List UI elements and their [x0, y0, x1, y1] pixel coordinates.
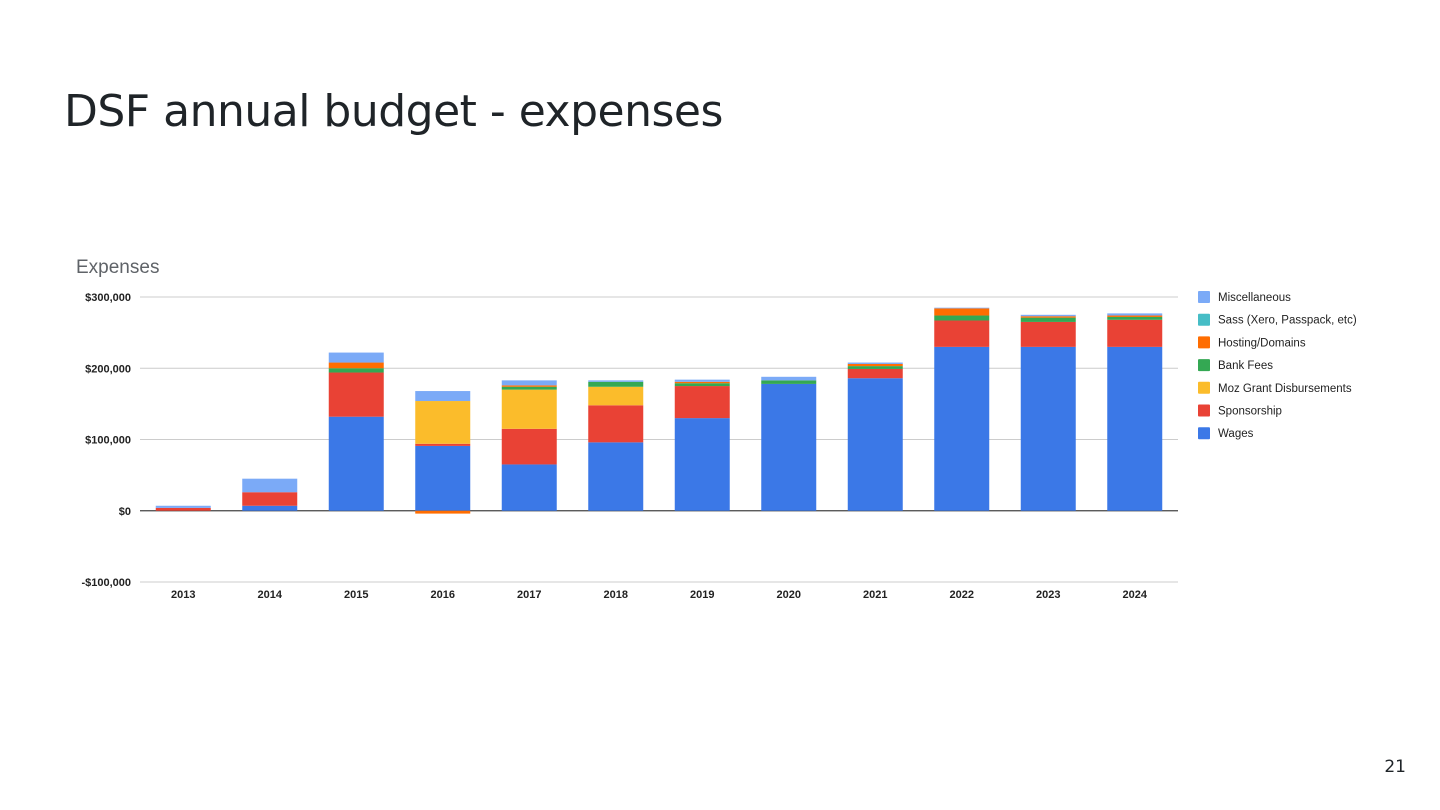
bar-segment — [1107, 316, 1163, 320]
slide-title: DSF annual budget - expenses — [64, 86, 723, 137]
legend-swatch — [1198, 404, 1210, 417]
bar-segment — [501, 386, 557, 390]
bar-segment — [328, 352, 384, 363]
bar-segment — [588, 405, 644, 443]
bar-segment — [501, 464, 557, 511]
bar-segment — [761, 380, 817, 384]
bar-segment — [588, 442, 644, 511]
bar-segment — [328, 372, 384, 417]
x-tick-label: 2024 — [1123, 589, 1148, 601]
x-tick-label: 2018 — [604, 589, 628, 601]
bar-segment — [934, 307, 990, 309]
bar-segment — [1020, 346, 1076, 511]
bar-segment — [155, 507, 211, 511]
bar-segment — [934, 308, 990, 316]
bar-segment — [761, 383, 817, 511]
bar-segment — [847, 366, 903, 369]
legend-label: Miscellaneous — [1218, 292, 1291, 304]
bar-segment — [674, 418, 730, 511]
legend-swatch — [1198, 381, 1210, 394]
bar-segment — [1107, 346, 1163, 511]
bar-segment — [501, 385, 557, 387]
legend-swatch — [1198, 313, 1210, 326]
x-tick-label: 2023 — [1036, 589, 1060, 601]
legend-label: Wages — [1218, 428, 1254, 440]
chart-title: Expenses — [76, 257, 160, 278]
bar-segment — [674, 379, 730, 382]
legend: Miscellaneous Sass (Xero, Passpack, etc) H… — [1198, 291, 1357, 440]
bar-segment — [328, 362, 384, 369]
legend-swatch — [1198, 336, 1210, 349]
bar-segment — [501, 389, 557, 429]
x-tick-label: 2013 — [171, 589, 195, 601]
bar-segment — [674, 381, 730, 384]
slide-number: 21 — [1384, 757, 1406, 777]
bar-segment — [501, 428, 557, 465]
bar-segment — [847, 362, 903, 364]
bar-segment — [415, 443, 471, 446]
bar-segment — [588, 380, 644, 382]
x-tick-label: 2016 — [431, 589, 455, 601]
x-tick-label: 2022 — [950, 589, 974, 601]
legend-label: Hosting/Domains — [1218, 337, 1306, 349]
bar-segment — [328, 368, 384, 373]
bar-segment — [674, 383, 730, 387]
bars — [155, 307, 1163, 514]
bar-segment — [328, 416, 384, 511]
bar-segment — [847, 378, 903, 511]
y-tick-label: $200,000 — [85, 363, 131, 375]
bar-segment — [242, 492, 298, 506]
bar-segment — [501, 380, 557, 386]
y-tick-label: $300,000 — [85, 292, 131, 304]
bar-segment — [1020, 316, 1076, 318]
x-tick-label: 2021 — [863, 589, 887, 601]
legend-swatch — [1198, 359, 1210, 372]
bar-segment — [1020, 317, 1076, 322]
legend-label: Bank Fees — [1218, 360, 1273, 372]
bar-segment — [155, 505, 211, 508]
gridlines — [140, 296, 1178, 583]
bar-segment — [1020, 314, 1076, 317]
legend-label: Sponsorship — [1218, 406, 1282, 418]
bar-segment — [1107, 319, 1163, 347]
bar-segment — [847, 368, 903, 379]
bar-segment — [1107, 315, 1163, 317]
y-tick-label: $100,000 — [85, 435, 131, 447]
bar-segment — [1020, 321, 1076, 347]
y-tick-label: -$100,000 — [81, 577, 131, 589]
axes: $300,000 $200,000 $100,000 $0 -$100,000 2013 2… — [81, 292, 1147, 601]
x-tick-label: 2014 — [258, 589, 283, 601]
legend-label: Sass (Xero, Passpack, etc) — [1218, 315, 1357, 327]
bar-segment — [761, 376, 817, 381]
bar-segment — [415, 391, 471, 402]
legend-swatch — [1198, 291, 1210, 303]
bar-segment — [934, 346, 990, 511]
bar-segment — [242, 505, 298, 511]
bar-segment — [242, 478, 298, 493]
bar-segment — [934, 320, 990, 347]
bar-segment — [415, 401, 471, 444]
bar-segment — [588, 381, 644, 387]
x-tick-label: 2019 — [690, 589, 714, 601]
legend-swatch — [1198, 427, 1210, 440]
legend-label: Moz Grant Disbursements — [1218, 383, 1352, 395]
bar-segment — [588, 386, 644, 406]
bar-segment — [415, 445, 471, 511]
bar-segment — [674, 386, 730, 419]
y-tick-label: $0 — [119, 506, 131, 518]
bar-segment — [847, 363, 903, 367]
x-tick-label: 2015 — [344, 589, 368, 601]
bar-segment — [1107, 313, 1163, 316]
x-tick-label: 2020 — [777, 589, 801, 601]
bar-segment — [934, 315, 990, 321]
bar-segment — [415, 510, 471, 514]
x-tick-label: 2017 — [517, 589, 541, 601]
